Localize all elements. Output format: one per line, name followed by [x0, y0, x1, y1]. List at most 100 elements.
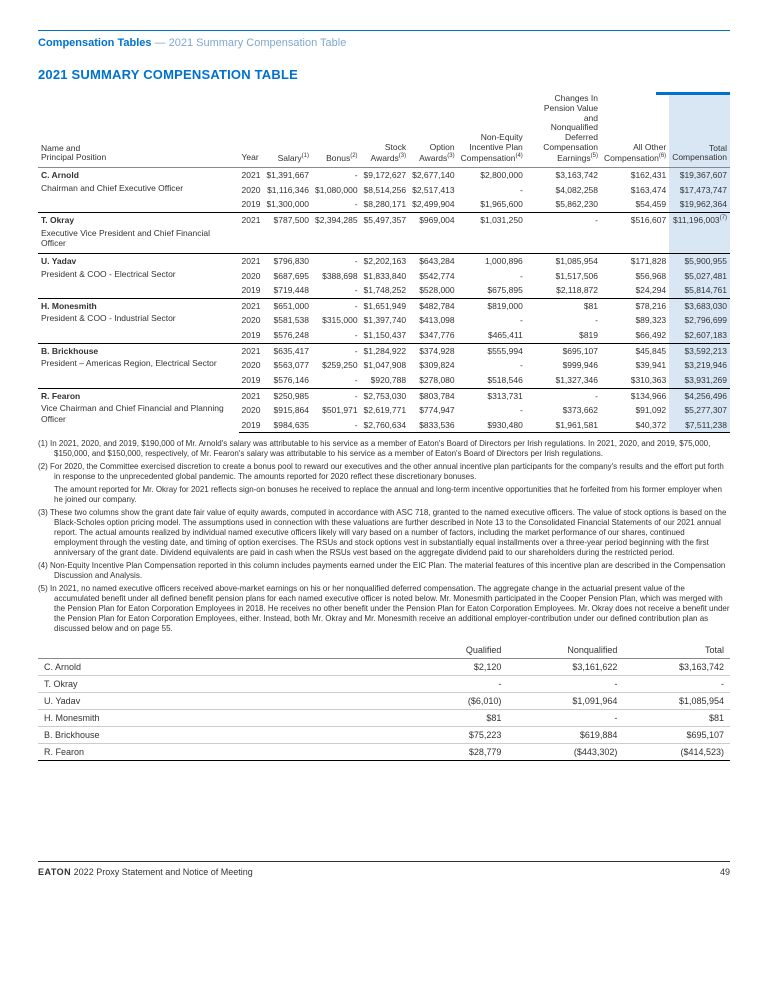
- cell-option: $374,928: [409, 343, 458, 358]
- cell-stock: $1,047,908: [361, 358, 410, 373]
- exec-name: H. Monesmith: [38, 298, 239, 313]
- cell-salary: $787,500: [263, 213, 312, 228]
- cell-year: 2021: [239, 343, 264, 358]
- exec-name: R. Fearon: [38, 388, 239, 403]
- breadcrumb-sub: 2021 Summary Compensation Table: [169, 37, 347, 49]
- cell-pension: -: [526, 388, 601, 403]
- cell-bonus: $388,698: [312, 269, 361, 284]
- cell-neip: $518,546: [458, 373, 526, 388]
- cell-other: $56,968: [601, 269, 669, 284]
- pension-name: B. Brickhouse: [38, 727, 419, 744]
- cell-stock: $5,497,357: [361, 213, 410, 228]
- cell-other: $162,431: [601, 168, 669, 183]
- cell-neip: -: [458, 358, 526, 373]
- footnote: (3) These two columns show the grant dat…: [38, 508, 730, 558]
- cell-neip: $2,800,000: [458, 168, 526, 183]
- th-option: Option Awards(3): [409, 92, 458, 168]
- cell-option: $643,284: [409, 253, 458, 268]
- cell-option: $482,784: [409, 298, 458, 313]
- cell-salary: $1,391,667: [263, 168, 312, 183]
- cell-year: 2021: [239, 298, 264, 313]
- cell-year: 2021: [239, 213, 264, 228]
- cell-other: $171,828: [601, 253, 669, 268]
- footer-page: 49: [720, 867, 730, 877]
- pension-cell: $28,779: [419, 744, 508, 761]
- cell-neip: $1,031,250: [458, 213, 526, 228]
- th-pension: Changes In Pension Value and Nonqualifie…: [526, 92, 601, 168]
- cell-bonus: $259,250: [312, 358, 361, 373]
- cell-salary: $1,116,346: [263, 183, 312, 198]
- cell-total: $5,027,481: [669, 269, 730, 284]
- pension-cell: ($443,302): [507, 744, 623, 761]
- th-name: Name and Principal Position: [38, 92, 239, 168]
- exec-name: U. Yadav: [38, 253, 239, 268]
- cell-stock: $1,150,437: [361, 328, 410, 343]
- cell-other: $163,474: [601, 183, 669, 198]
- cell-option: $833,536: [409, 418, 458, 433]
- pension-name: T. Okray: [38, 676, 419, 693]
- cell-neip: $313,731: [458, 388, 526, 403]
- footnote: (1) In 2021, 2020, and 2019, $190,000 of…: [38, 439, 730, 459]
- cell-bonus: $315,000: [312, 313, 361, 328]
- cell-salary: $719,448: [263, 283, 312, 298]
- cell-pension: -: [526, 213, 601, 228]
- cell-salary: $651,000: [263, 298, 312, 313]
- th-other: All Other Compensation(6): [601, 92, 669, 168]
- cell-total: $17,473,747: [669, 183, 730, 198]
- cell-other: $40,372: [601, 418, 669, 433]
- cell-year: 2020: [239, 358, 264, 373]
- page-footer: EATON 2022 Proxy Statement and Notice of…: [38, 861, 730, 877]
- cell-neip: 1,000,896: [458, 253, 526, 268]
- cell-year: 2020: [239, 403, 264, 418]
- cell-option: $309,824: [409, 358, 458, 373]
- cell-total: $3,592,213: [669, 343, 730, 358]
- pension-cell: $3,161,622: [507, 659, 623, 676]
- cell-bonus: -: [312, 168, 361, 183]
- pension-cell: $1,091,964: [507, 693, 623, 710]
- footnotes: (1) In 2021, 2020, and 2019, $190,000 of…: [38, 439, 730, 634]
- cell-bonus: -: [312, 388, 361, 403]
- cell-bonus: -: [312, 418, 361, 433]
- compensation-table: Name and Principal Position Year Salary(…: [38, 92, 730, 433]
- cell-pension: $373,662: [526, 403, 601, 418]
- cell-salary: $796,830: [263, 253, 312, 268]
- cell-stock: $8,280,171: [361, 197, 410, 212]
- cell-option: $347,776: [409, 328, 458, 343]
- cell-salary: $563,077: [263, 358, 312, 373]
- cell-salary: $635,417: [263, 343, 312, 358]
- cell-stock: $2,753,030: [361, 388, 410, 403]
- pension-name: U. Yadav: [38, 693, 419, 710]
- cell-other: $54,459: [601, 197, 669, 212]
- th-year: Year: [239, 92, 264, 168]
- pth-nonqual: Nonqualified: [507, 642, 623, 659]
- cell-other: $24,294: [601, 283, 669, 298]
- cell-stock: $2,619,771: [361, 403, 410, 418]
- th-total: Total Compensation: [669, 92, 730, 168]
- cell-total: $5,814,761: [669, 283, 730, 298]
- cell-stock: $1,397,740: [361, 313, 410, 328]
- cell-neip: $465,411: [458, 328, 526, 343]
- th-bonus: Bonus(2): [312, 92, 361, 168]
- cell-pension: $1,961,581: [526, 418, 601, 433]
- cell-neip: -: [458, 269, 526, 284]
- cell-total: $2,796,699: [669, 313, 730, 328]
- cell-other: $134,966: [601, 388, 669, 403]
- pension-cell: -: [623, 676, 730, 693]
- cell-other: $78,216: [601, 298, 669, 313]
- cell-pension: $1,327,346: [526, 373, 601, 388]
- cell-total: $5,277,307: [669, 403, 730, 418]
- cell-stock: $2,202,163: [361, 253, 410, 268]
- pension-cell: $695,107: [623, 727, 730, 744]
- cell-stock: $1,833,840: [361, 269, 410, 284]
- cell-bonus: -: [312, 343, 361, 358]
- accent-bar: [656, 92, 730, 95]
- cell-neip: $930,480: [458, 418, 526, 433]
- cell-salary: $250,985: [263, 388, 312, 403]
- cell-other: $91,092: [601, 403, 669, 418]
- cell-option: $278,080: [409, 373, 458, 388]
- pension-cell: $619,884: [507, 727, 623, 744]
- cell-option: $528,000: [409, 283, 458, 298]
- exec-name: C. Arnold: [38, 168, 239, 183]
- cell-year: 2020: [239, 183, 264, 198]
- pension-name: C. Arnold: [38, 659, 419, 676]
